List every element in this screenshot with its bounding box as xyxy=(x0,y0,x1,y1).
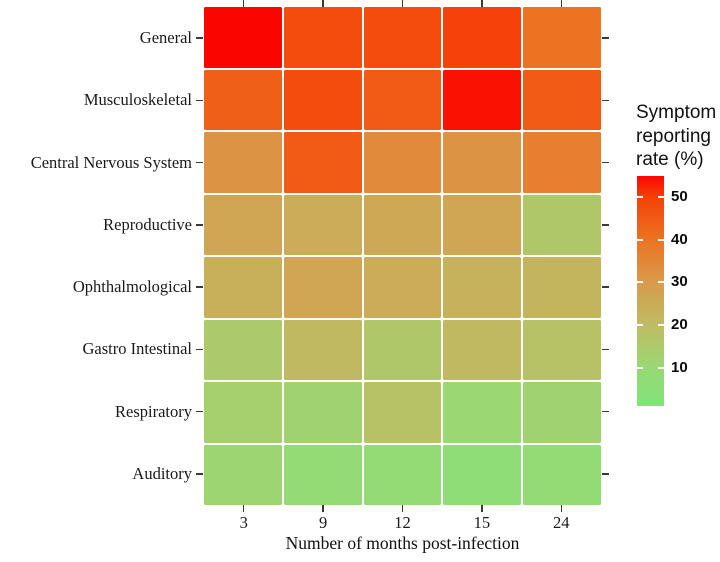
y-axis-label: General xyxy=(139,28,192,48)
heatmap-cell xyxy=(283,444,362,505)
legend-tick-label: 50 xyxy=(671,188,688,206)
axis-tick-mark xyxy=(481,505,483,512)
heatmap-cell xyxy=(443,7,522,68)
y-axis-label: Gastro Intestinal xyxy=(82,339,192,359)
heatmap-cell xyxy=(204,382,282,443)
heatmap-cell xyxy=(363,7,442,68)
axis-tick-mark xyxy=(602,224,609,226)
heatmap-cell xyxy=(363,69,442,130)
heatmap-cell xyxy=(443,319,522,380)
x-axis-label: 15 xyxy=(473,513,491,532)
heatmap-cell xyxy=(204,69,282,130)
y-axis-label: Auditory xyxy=(132,463,192,483)
legend-tick-mark xyxy=(658,196,664,199)
axis-tick-mark xyxy=(560,505,563,512)
legend-tick-label: 30 xyxy=(671,273,688,291)
axis-tick-mark xyxy=(602,348,609,351)
axis-tick-mark xyxy=(196,161,203,164)
heatmap-cell xyxy=(523,257,601,318)
heatmap-cell xyxy=(283,382,362,443)
x-axis-label: 3 xyxy=(239,513,248,532)
heatmap-cell xyxy=(283,257,362,318)
axis-tick-mark xyxy=(196,410,203,413)
heatmap-cell xyxy=(204,257,282,318)
heatmap-cell xyxy=(283,194,362,255)
axis-tick-mark xyxy=(322,505,324,512)
legend-tick-label: 40 xyxy=(671,230,688,248)
heatmap-cell xyxy=(363,382,442,443)
legend-tick-mark xyxy=(658,238,664,241)
legend-tick-mark xyxy=(658,366,664,369)
heatmap-cell xyxy=(363,194,442,255)
axis-tick-mark xyxy=(196,224,203,226)
x-axis-label: 24 xyxy=(553,513,570,532)
heatmap-cell xyxy=(204,444,282,505)
axis-tick-mark xyxy=(242,505,245,512)
axis-tick-mark xyxy=(602,99,609,102)
heatmap-cell xyxy=(204,7,282,68)
heatmap-cell xyxy=(523,319,601,380)
x-axis-title: Number of months post-infection xyxy=(285,533,520,553)
heatmap-cell xyxy=(363,257,442,318)
legend-tick-mark xyxy=(637,281,643,284)
axis-tick-mark xyxy=(196,348,203,351)
heatmap-cell xyxy=(523,382,601,443)
heatmap-cell xyxy=(443,132,522,193)
axis-tick-mark xyxy=(602,410,609,413)
heatmap-cell xyxy=(523,132,601,193)
heatmap-cell xyxy=(283,7,362,68)
axis-tick-mark xyxy=(196,286,203,288)
axis-tick-mark xyxy=(602,286,609,288)
legend-tick-mark xyxy=(637,238,643,241)
axis-tick-mark xyxy=(196,99,203,102)
heatmap-cell xyxy=(283,69,362,130)
axis-tick-mark xyxy=(196,37,203,39)
heatmap-cell xyxy=(363,444,442,505)
y-axis-label: Reproductive xyxy=(103,214,192,234)
axis-tick-mark xyxy=(602,161,609,164)
y-axis-label: Respiratory xyxy=(115,401,192,421)
legend-tick-label: 20 xyxy=(671,316,688,334)
legend-title: Symptom reporting rate (%) xyxy=(636,102,717,170)
heatmap-cell xyxy=(443,257,522,318)
heatmap-cell xyxy=(523,444,601,505)
heatmap-cell xyxy=(363,319,442,380)
heatmap-cell xyxy=(204,194,282,255)
heatmap-cell xyxy=(443,194,522,255)
heatmap-cell xyxy=(443,382,522,443)
y-axis-label: Central Nervous System xyxy=(30,152,192,172)
heatmap-cell xyxy=(204,132,282,193)
axis-tick-mark xyxy=(242,0,245,7)
axis-tick-mark xyxy=(196,473,203,475)
axis-tick-mark xyxy=(602,37,609,39)
legend-tick-mark xyxy=(658,324,664,327)
x-axis-label: 12 xyxy=(394,513,411,532)
legend-tick-mark xyxy=(637,196,643,199)
axis-tick-mark xyxy=(401,0,404,7)
heatmap-cell xyxy=(523,194,601,255)
heatmap-panel xyxy=(204,7,601,505)
axis-tick-mark xyxy=(602,473,609,475)
heatmap-cell xyxy=(443,444,522,505)
heatmap-cell xyxy=(283,132,362,193)
legend-tick-label: 10 xyxy=(671,358,688,376)
heatmap-cell xyxy=(523,69,601,130)
heatmap-cell xyxy=(523,7,601,68)
legend-tick-mark xyxy=(637,366,643,369)
y-axis-label: Musculoskeletal xyxy=(83,90,192,110)
y-axis-label: Ophthalmological xyxy=(72,277,192,297)
heatmap-cell xyxy=(363,132,442,193)
legend-colorbar xyxy=(637,176,664,406)
x-axis-label: 9 xyxy=(318,513,328,532)
legend-tick-mark xyxy=(658,281,664,284)
legend-tick-mark xyxy=(637,324,643,327)
heatmap-cell xyxy=(443,69,522,130)
axis-tick-mark xyxy=(322,0,324,7)
axis-tick-mark xyxy=(401,505,404,512)
heatmap-cell xyxy=(283,319,362,380)
axis-tick-mark xyxy=(481,0,483,7)
axis-tick-mark xyxy=(560,0,563,7)
heatmap-cell xyxy=(204,319,282,380)
